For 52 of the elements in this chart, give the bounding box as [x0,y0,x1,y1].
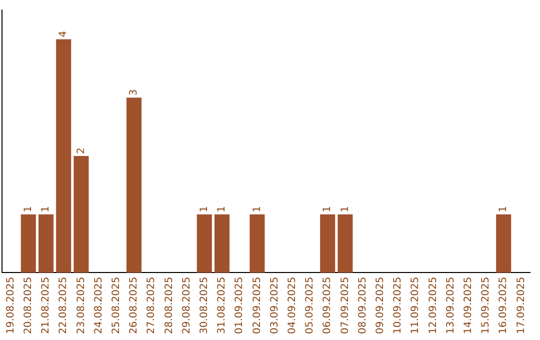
x-tick-label: 24.08.2025 [93,276,104,334]
bar [126,98,142,273]
bar [196,214,212,273]
x-tick-label: 05.09.2025 [304,276,316,334]
data-label: 1 [216,206,228,212]
bar [74,156,89,273]
x-tick-label: 08.09.2025 [357,276,368,334]
data-label: 1 [22,206,34,212]
x-tick-label: 19.08.2025 [5,276,16,334]
x-tick-label: 26.08.2025 [128,276,140,334]
x-tick-label: 11.09.2025 [410,276,422,334]
data-label: 1 [322,206,334,212]
data-label: 1 [198,206,210,212]
bar [496,214,512,273]
x-tick-label: 23.08.2025 [76,276,87,334]
bar [38,214,54,273]
x-tick-label: 25.08.2025 [110,276,122,334]
bar [20,214,36,273]
x-tick-label: 01.09.2025 [234,276,246,334]
x-tick-label: 15.09.2025 [480,276,492,334]
data-label: 2 [76,148,87,154]
x-tick-label: 31.08.2025 [216,276,228,334]
data-label: 1 [252,206,263,212]
x-tick-label: 20.08.2025 [22,276,34,334]
x-tick-label: 16.09.2025 [498,276,510,334]
bar [56,39,72,273]
data-label: 4 [58,30,70,38]
x-tick-label: 17.09.2025 [516,276,527,334]
x-tick-label: 14.09.2025 [462,276,474,334]
x-tick-label: 29.08.2025 [181,276,192,334]
x-tick-label: 10.09.2025 [392,276,404,334]
data-label: 1 [40,206,52,212]
x-tick-label: 28.08.2025 [164,276,175,334]
bar [320,214,336,273]
data-label: 3 [128,89,140,96]
x-tick-label: 07.09.2025 [340,276,351,334]
x-tick-label: 02.09.2025 [252,276,263,334]
bar [338,214,353,273]
data-label: 1 [498,206,510,212]
bar [250,214,265,273]
x-tick-label: 12.09.2025 [428,276,439,334]
x-tick-label: 09.09.2025 [374,276,386,334]
x-tick-label: 30.08.2025 [198,276,210,334]
data-label: 1 [340,206,351,212]
x-tick-label: 04.09.2025 [286,276,298,334]
x-tick-label: 21.08.2025 [40,276,52,334]
x-tick-label: 22.08.2025 [58,276,70,334]
x-tick-label: 03.09.2025 [269,276,280,334]
x-tick-label: 06.09.2025 [322,276,334,334]
x-tick-label: 27.08.2025 [146,276,158,334]
x-tick-label: 13.09.2025 [445,276,456,334]
bar [214,214,230,273]
